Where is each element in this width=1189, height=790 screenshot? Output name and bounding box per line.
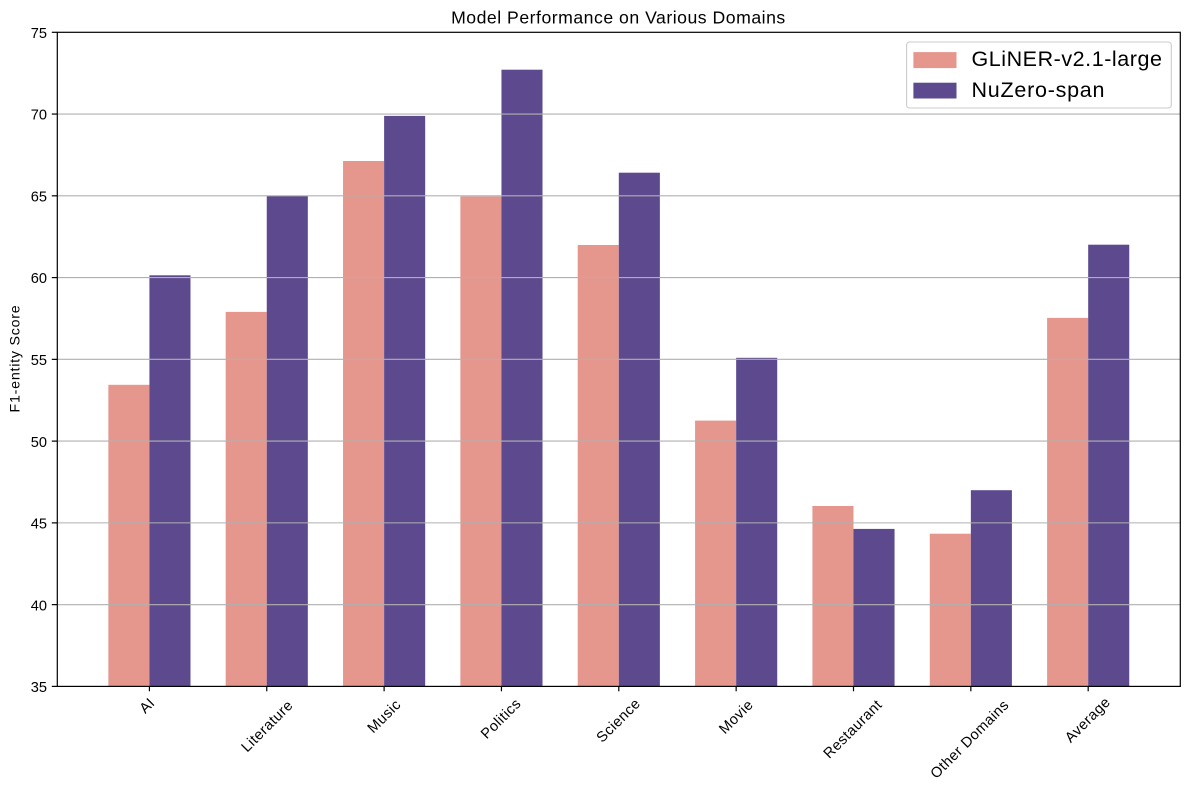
svg-text:F1-entity Score: F1-entity Score: [7, 305, 23, 413]
svg-text:75: 75: [31, 26, 47, 42]
svg-text:Model Performance on Various D: Model Performance on Various Domains: [451, 7, 786, 27]
svg-text:NuZero-span: NuZero-span: [972, 78, 1106, 102]
svg-text:60: 60: [31, 271, 47, 287]
svg-text:40: 40: [31, 598, 47, 614]
svg-text:45: 45: [31, 517, 47, 533]
svg-text:GLiNER-v2.1-large: GLiNER-v2.1-large: [972, 47, 1163, 71]
svg-text:50: 50: [31, 435, 47, 451]
svg-text:70: 70: [31, 108, 47, 124]
svg-text:55: 55: [31, 353, 47, 369]
svg-text:65: 65: [31, 189, 47, 205]
svg-text:35: 35: [31, 680, 47, 696]
